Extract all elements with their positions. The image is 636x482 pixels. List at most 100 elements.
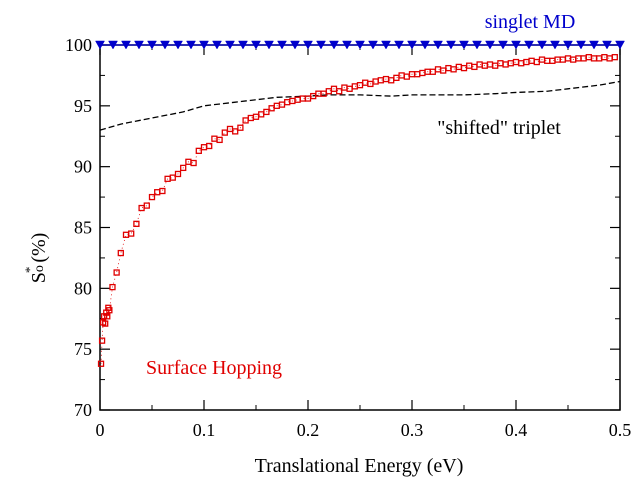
surface-hopping-point [109, 283, 116, 291]
surface-hopping-point [206, 142, 213, 150]
surface-hopping-point [113, 269, 120, 276]
shifted-triplet-label: "shifted" triplet [437, 117, 561, 139]
surface-hopping-point [180, 164, 187, 172]
surface-hopping-point [148, 193, 156, 201]
x-tick-label: 0.4 [505, 420, 528, 440]
y-tick-label: 100 [65, 35, 92, 55]
y-axis-label: So* (%) [22, 233, 50, 284]
surface-hopping-point [104, 313, 111, 320]
surface-hopping-point [195, 147, 202, 155]
singlet-md-point [563, 40, 573, 50]
plot-frame [99, 44, 621, 411]
y-tick-label: 70 [74, 400, 92, 420]
y-tick-label: 80 [74, 278, 92, 298]
surface-hopping-point [190, 159, 197, 167]
singlet-md-point [537, 40, 547, 50]
singlet-md-point [212, 40, 222, 50]
surface-hopping-point [143, 202, 150, 209]
surface-hopping-label: Surface Hopping [146, 357, 282, 379]
singlet-md-point [368, 40, 378, 50]
singlet-md-point [303, 40, 313, 50]
surface-hopping-point [98, 337, 106, 344]
surface-hopping-point [533, 58, 540, 66]
surface-hopping-point [398, 72, 405, 79]
surface-hopping-point [216, 136, 223, 144]
surface-hopping-point [393, 74, 400, 81]
surface-hopping-dotted-line [100, 56, 615, 364]
singlet-md-point [459, 40, 469, 50]
singlet-md-point [498, 40, 508, 50]
surface-hopping-point [263, 108, 270, 116]
singlet-md-point [420, 40, 430, 50]
surface-hopping-point [460, 64, 468, 72]
surface-hopping-point [372, 78, 379, 85]
singlet-md-point [485, 40, 495, 50]
singlet-md-point [394, 40, 404, 50]
singlet-md-point [511, 40, 521, 50]
x-tick-label: 0.3 [401, 420, 424, 440]
singlet-md-point [147, 40, 157, 50]
x-tick-label: 0 [96, 420, 105, 440]
singlet-md-point [290, 40, 300, 50]
singlet-md-point [186, 40, 196, 50]
singlet-md-point [407, 40, 417, 50]
singlet-md-point [316, 40, 326, 50]
singlet-md-group [95, 40, 625, 50]
singlet-md-point [264, 40, 274, 50]
triplet-curve-group [99, 80, 621, 131]
singlet-md-point [589, 40, 599, 50]
singlet-md-point [355, 40, 365, 50]
surface-hopping-point [133, 220, 140, 228]
surface-hopping-point [174, 170, 182, 178]
surface-hopping-point [611, 54, 618, 61]
surface-hopping-point [336, 88, 343, 95]
surface-hopping-point [492, 62, 499, 69]
triplet-dashed-line [99, 80, 621, 131]
y-axis-label-main: S [28, 272, 50, 283]
surface-hopping-point [154, 189, 161, 196]
singlet-md-point [433, 40, 443, 50]
singlet-md-point [329, 40, 339, 50]
surface-hopping-point [434, 66, 442, 73]
surface-hopping-point [138, 204, 145, 212]
surface-hopping-point [102, 320, 109, 327]
surface-hopping-point [268, 105, 275, 112]
surface-hopping-point [159, 187, 166, 195]
singlet-md-point [524, 40, 534, 50]
y-tick-label: 85 [74, 218, 92, 238]
y-tick-label: 90 [74, 157, 92, 177]
surface-hopping-point [455, 63, 462, 71]
singlet-md-point [550, 40, 560, 50]
surface-hopping-point [232, 128, 239, 135]
singlet-md-point [472, 40, 482, 50]
surface-hopping-point [497, 60, 504, 67]
surface-hopping-point [242, 117, 249, 124]
singlet-md-point [381, 40, 391, 50]
surface-hopping-point [200, 144, 208, 151]
y-axis-label-unit: (%) [28, 233, 50, 263]
singlet-md-label: singlet MD [485, 11, 576, 33]
surface-hopping-group [97, 54, 618, 367]
singlet-md-point [277, 40, 287, 50]
surface-hopping-point [414, 71, 421, 78]
surface-hopping-point [429, 68, 436, 75]
singlet-md-point [160, 40, 170, 50]
surface-hopping-point [590, 55, 598, 62]
singlet-md-point [199, 40, 209, 50]
surface-hopping-point [606, 55, 613, 62]
surface-hopping-point [278, 101, 286, 108]
x-tick-label: 0.2 [297, 420, 320, 440]
surface-hopping-point [106, 307, 113, 314]
x-axis-label: Translational Energy (eV) [255, 455, 464, 477]
surface-hopping-point [169, 174, 176, 181]
singlet-md-point [108, 40, 118, 50]
surface-hopping-point [97, 360, 105, 367]
surface-hopping-point [450, 66, 457, 73]
surface-hopping-point [512, 58, 520, 66]
singlet-md-point [238, 40, 248, 50]
singlet-md-point [225, 40, 235, 50]
surface-hopping-point [117, 249, 124, 257]
x-tick-label: 0.5 [609, 420, 632, 440]
singlet-md-point [615, 40, 625, 50]
